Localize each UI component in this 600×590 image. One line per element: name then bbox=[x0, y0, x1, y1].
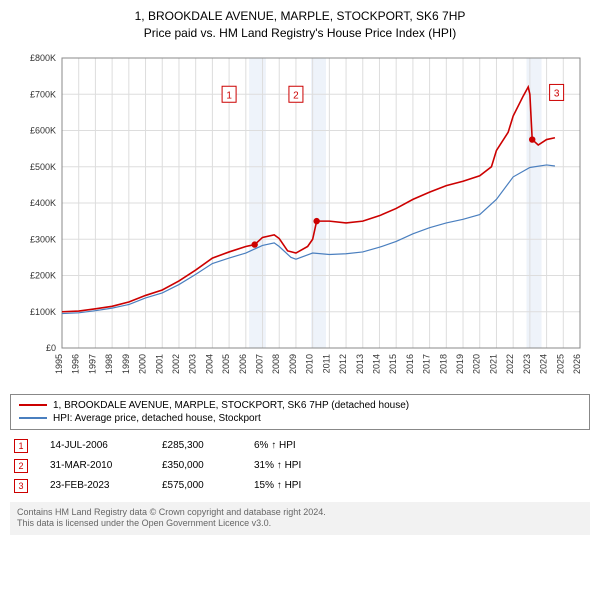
footer-line-1: Contains HM Land Registry data © Crown c… bbox=[17, 507, 583, 519]
svg-text:£700K: £700K bbox=[30, 89, 56, 99]
svg-text:2025: 2025 bbox=[555, 354, 565, 374]
svg-text:£300K: £300K bbox=[30, 234, 56, 244]
svg-text:2013: 2013 bbox=[355, 354, 365, 374]
svg-text:2: 2 bbox=[293, 90, 299, 101]
svg-text:1999: 1999 bbox=[121, 354, 131, 374]
svg-text:2008: 2008 bbox=[271, 354, 281, 374]
svg-text:2002: 2002 bbox=[171, 354, 181, 374]
svg-text:2014: 2014 bbox=[371, 354, 381, 374]
sale-row: 2 31-MAR-2010 £350,000 31% ↑ HPI bbox=[10, 456, 590, 476]
sale-delta: 6% ↑ HPI bbox=[254, 440, 344, 451]
sale-price: £575,000 bbox=[162, 480, 232, 491]
chart-container: 1, BROOKDALE AVENUE, MARPLE, STOCKPORT, … bbox=[0, 0, 600, 543]
sale-marker: 3 bbox=[14, 479, 28, 493]
svg-text:1997: 1997 bbox=[87, 354, 97, 374]
sale-marker: 2 bbox=[14, 459, 28, 473]
svg-text:2004: 2004 bbox=[204, 354, 214, 374]
svg-text:2022: 2022 bbox=[505, 354, 515, 374]
svg-text:2001: 2001 bbox=[154, 354, 164, 374]
legend-swatch bbox=[19, 404, 47, 406]
svg-text:2015: 2015 bbox=[388, 354, 398, 374]
title-line-2: Price paid vs. HM Land Registry's House … bbox=[10, 25, 590, 42]
legend: 1, BROOKDALE AVENUE, MARPLE, STOCKPORT, … bbox=[10, 394, 590, 430]
legend-label: HPI: Average price, detached house, Stoc… bbox=[53, 413, 261, 424]
svg-text:2009: 2009 bbox=[288, 354, 298, 374]
svg-text:3: 3 bbox=[554, 88, 560, 99]
svg-text:2018: 2018 bbox=[438, 354, 448, 374]
svg-text:1998: 1998 bbox=[104, 354, 114, 374]
svg-text:2017: 2017 bbox=[422, 354, 432, 374]
sale-date: 23-FEB-2023 bbox=[50, 480, 140, 491]
sale-date: 31-MAR-2010 bbox=[50, 460, 140, 471]
sale-delta: 31% ↑ HPI bbox=[254, 460, 344, 471]
svg-text:1995: 1995 bbox=[54, 354, 64, 374]
sale-price: £285,300 bbox=[162, 440, 232, 451]
svg-text:£200K: £200K bbox=[30, 270, 56, 280]
sale-delta: 15% ↑ HPI bbox=[254, 480, 344, 491]
chart-plot: £0 £100K £200K £300K £400K £500K £600K £700K £80… bbox=[10, 48, 590, 388]
svg-text:2000: 2000 bbox=[138, 354, 148, 374]
sale-marker: 1 bbox=[14, 439, 28, 453]
legend-item: HPI: Average price, detached house, Stoc… bbox=[19, 412, 581, 425]
line-chart-svg: £0 £100K £200K £300K £400K £500K £600K £700K £80… bbox=[10, 48, 590, 388]
footer-line-2: This data is licensed under the Open Gov… bbox=[17, 518, 583, 530]
legend-swatch bbox=[19, 417, 47, 419]
svg-text:£800K: £800K bbox=[30, 53, 56, 63]
svg-text:2012: 2012 bbox=[338, 354, 348, 374]
legend-item: 1, BROOKDALE AVENUE, MARPLE, STOCKPORT, … bbox=[19, 399, 581, 412]
svg-text:£500K: £500K bbox=[30, 161, 56, 171]
sales-table: 1 14-JUL-2006 £285,300 6% ↑ HPI 2 31-MAR-2010… bbox=[10, 436, 590, 496]
svg-text:£400K: £400K bbox=[30, 198, 56, 208]
attribution-footer: Contains HM Land Registry data © Crown c… bbox=[10, 502, 590, 535]
svg-text:£100K: £100K bbox=[30, 306, 56, 316]
sale-date: 14-JUL-2006 bbox=[50, 440, 140, 451]
svg-text:2021: 2021 bbox=[488, 354, 498, 374]
sale-row: 1 14-JUL-2006 £285,300 6% ↑ HPI bbox=[10, 436, 590, 456]
svg-text:2007: 2007 bbox=[255, 354, 265, 374]
svg-text:2020: 2020 bbox=[472, 354, 482, 374]
svg-text:2010: 2010 bbox=[305, 354, 315, 374]
legend-label: 1, BROOKDALE AVENUE, MARPLE, STOCKPORT, … bbox=[53, 400, 409, 411]
svg-text:2006: 2006 bbox=[238, 354, 248, 374]
svg-text:2024: 2024 bbox=[539, 354, 549, 374]
svg-text:1996: 1996 bbox=[71, 354, 81, 374]
svg-text:2023: 2023 bbox=[522, 354, 532, 374]
chart-title: 1, BROOKDALE AVENUE, MARPLE, STOCKPORT, … bbox=[10, 8, 590, 42]
svg-text:2003: 2003 bbox=[188, 354, 198, 374]
sale-row: 3 23-FEB-2023 £575,000 15% ↑ HPI bbox=[10, 476, 590, 496]
svg-text:2019: 2019 bbox=[455, 354, 465, 374]
svg-text:£600K: £600K bbox=[30, 125, 56, 135]
title-line-1: 1, BROOKDALE AVENUE, MARPLE, STOCKPORT, … bbox=[10, 8, 590, 25]
svg-text:1: 1 bbox=[226, 90, 232, 101]
svg-text:2026: 2026 bbox=[572, 354, 582, 374]
svg-text:2011: 2011 bbox=[321, 354, 331, 373]
svg-text:2005: 2005 bbox=[221, 354, 231, 374]
svg-text:£0: £0 bbox=[46, 343, 56, 353]
svg-text:2016: 2016 bbox=[405, 354, 415, 374]
sale-price: £350,000 bbox=[162, 460, 232, 471]
